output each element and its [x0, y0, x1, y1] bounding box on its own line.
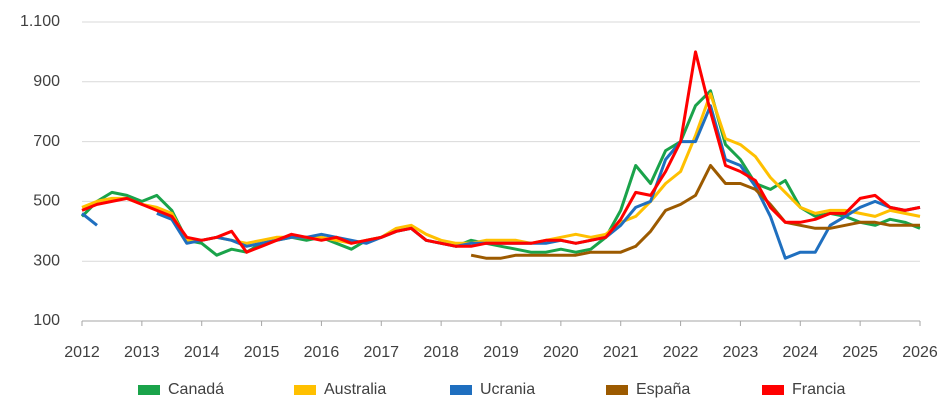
line-series — [470, 164, 920, 260]
y-tick-label: 1.100 — [20, 13, 60, 30]
legend-label: Francia — [792, 381, 845, 398]
x-tick-label: 2024 — [782, 344, 818, 361]
x-tick-label: 2022 — [663, 344, 699, 361]
x-tick-label: 2020 — [543, 344, 579, 361]
x-tick-label: 2023 — [723, 344, 759, 361]
x-tick-label: 2025 — [842, 344, 878, 361]
x-tick-label: 2014 — [184, 344, 220, 361]
legend-swatch — [294, 385, 316, 395]
y-tick-label: 900 — [33, 73, 60, 90]
y-tick-label: 500 — [33, 193, 60, 210]
x-tick-label: 2018 — [423, 344, 459, 361]
x-tick-label: 2026 — [902, 344, 938, 361]
legend-label: Canadá — [168, 381, 224, 398]
x-tick-label: 2013 — [124, 344, 160, 361]
y-tick-label: 100 — [33, 312, 60, 329]
x-tick-label: 2019 — [483, 344, 519, 361]
x-tick-label: 2015 — [244, 344, 280, 361]
x-tick-label: 2017 — [363, 344, 399, 361]
line-series — [81, 50, 921, 254]
y-tick-label: 300 — [33, 252, 60, 269]
legend-label: España — [636, 381, 690, 398]
line-series — [81, 104, 921, 260]
legend-label: Australia — [324, 381, 386, 398]
legend-swatch — [606, 385, 628, 395]
line-series — [80, 89, 921, 257]
legend-swatch — [762, 385, 784, 395]
x-tick-label: 2016 — [304, 344, 340, 361]
legend-swatch — [138, 385, 160, 395]
legend-label: Ucrania — [480, 381, 535, 398]
x-tick-label: 2021 — [603, 344, 639, 361]
legend-swatch — [450, 385, 472, 395]
x-tick-label: 2012 — [64, 344, 100, 361]
y-tick-label: 700 — [33, 133, 60, 150]
